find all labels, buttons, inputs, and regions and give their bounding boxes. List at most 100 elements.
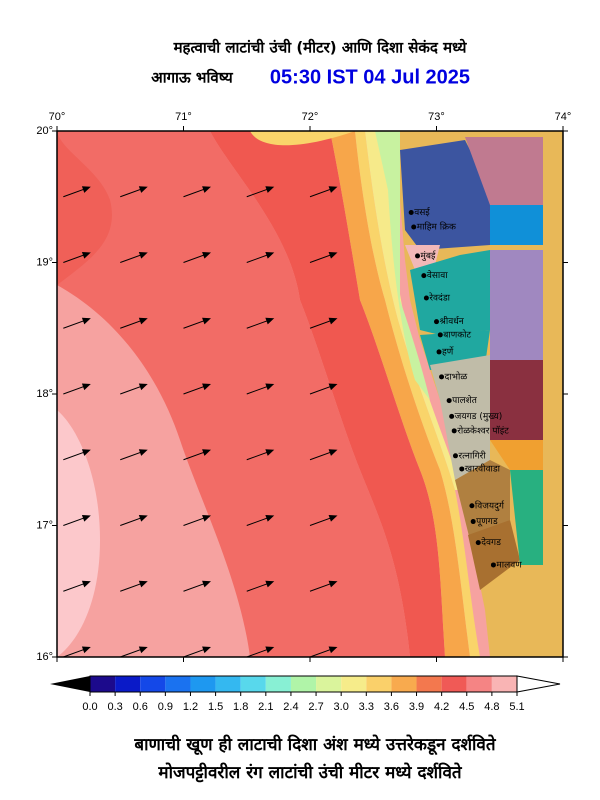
colorbar-label: 4.8 [484,701,499,713]
colorbar-swatch [190,676,216,692]
wave-arrow [246,449,275,461]
lat-label: 20° [36,125,53,137]
colorbar-label: 3.6 [384,701,399,713]
footer-line: मोजपट्टीवरील रंग लाटांची उंची मीटर मध्ये… [157,762,462,783]
wave-arrow [309,449,338,461]
colorbar-label: 2.1 [258,701,273,713]
place-name: पूणगड [476,517,498,527]
wave-arrow [63,449,91,461]
colorbar-label: 2.4 [283,701,298,713]
wave-arrow [183,449,212,461]
wave-arrow [246,646,275,658]
colorbar-label: 1.8 [233,701,248,713]
place-name: जयगड (मुख्य) [455,412,503,422]
place-dot [490,562,496,568]
colorbar-label: 3.3 [359,701,374,713]
place-name: वसई [414,206,431,218]
forecast-label: आगाऊ भविष्य [151,69,234,87]
colorbar-label: 1.5 [208,701,223,713]
colorbar-label: 4.2 [434,701,449,713]
footer-line: बाणाची खूण ही लाटाची दिशा अंश मध्ये उत्त… [133,734,496,756]
wave-arrow [120,383,148,395]
place-dot [470,519,476,525]
lat-label: 16° [36,651,53,663]
colorbar-swatch [140,676,166,692]
wave-arrows [63,186,338,658]
wave-arrow [120,449,148,461]
colorbar-swatch [491,676,517,692]
place-name: खारवीवाडा [465,462,501,474]
wave-arrow [183,186,212,198]
colorbar-swatch [265,676,291,692]
wave-arrow [63,252,91,263]
wave-arrow [246,580,275,592]
colorbar: 0.0 0.3 0.6 0.9 1.2 1.5 1.8 2.1 2.4 2.7 3.0 3.3 3.6 3… [82,675,525,713]
wave-arrow [183,317,212,329]
colorbar-swatch [215,676,241,692]
colorbar-swatch [240,676,266,692]
place-name: रोळकेश्वर पॉइंट [457,424,509,436]
place-name: माहिम क्रिक [417,220,457,232]
wave-arrow [63,580,91,592]
wave-arrow [120,317,148,329]
colorbar-label: 3.0 [334,701,349,713]
colorbar-label: 3.9 [409,701,424,713]
place-name: रेवदंडा [429,292,451,304]
place-dot [446,398,452,404]
wave-arrow [246,252,275,263]
place-dot [436,349,442,355]
colorbar-label: 0.9 [158,701,173,713]
wave-arrow [183,515,212,526]
wave-arrow [63,317,91,329]
lon-label: 72° [302,111,319,123]
place-name: दाभोळ [445,370,468,382]
wave-arrow [246,383,275,395]
colorbar-swatch [416,676,442,692]
place-dot [452,453,458,459]
lon-label: 70° [49,111,66,123]
colorbar-label: 4.5 [459,701,474,713]
colorbar-swatch [466,676,492,692]
colorbar-label: 2.7 [308,701,323,713]
place-name: श्रीवर्धन [440,315,465,327]
colorbar-swatch [391,676,417,692]
place-dot [459,466,465,472]
colorbar-swatch [341,676,367,692]
colorbar-swatch [441,676,467,692]
wave-arrow [63,646,91,658]
place-dot [421,273,427,279]
wave-arrow [309,515,338,526]
wave-arrow [246,515,275,526]
colorbar-label: 1.2 [183,701,198,713]
place-dot [423,295,429,301]
colorbar-swatch [290,676,317,692]
place-dot [434,319,439,325]
wave-arrow [183,383,212,395]
colorbar-swatch [165,676,191,692]
colorbar-swatch [316,676,342,692]
wave-arrow [309,186,338,198]
colorbar-frame [89,675,518,693]
place-name: विजयदुर्ग [475,499,505,511]
wave-arrow [246,186,275,198]
place-dot [415,253,421,259]
wave-arrow [309,252,338,263]
colorbar-label: 0.3 [107,701,122,713]
wave-arrow [63,515,91,526]
wave-arrow [63,383,91,395]
wave-arrow [183,646,212,658]
forecast-time: 05:30 IST 04 Jul 2025 [270,66,470,88]
place-name: वेसावा [427,269,448,281]
colorbar-swatch [90,676,116,692]
place-dot [437,332,443,338]
colorbar-swatch [115,676,141,692]
place-name: देवगड [481,536,501,548]
wave-arrow [309,580,338,592]
lat-label: 17° [36,519,53,531]
title: महत्वाची लाटांची उंची (मीटर) आणि दिशा से… [173,39,468,57]
wave-arrow [309,646,338,658]
place-dot [411,224,417,230]
place-dot [475,540,481,546]
wave-arrow [309,383,338,395]
lat-label: 19° [36,256,53,268]
